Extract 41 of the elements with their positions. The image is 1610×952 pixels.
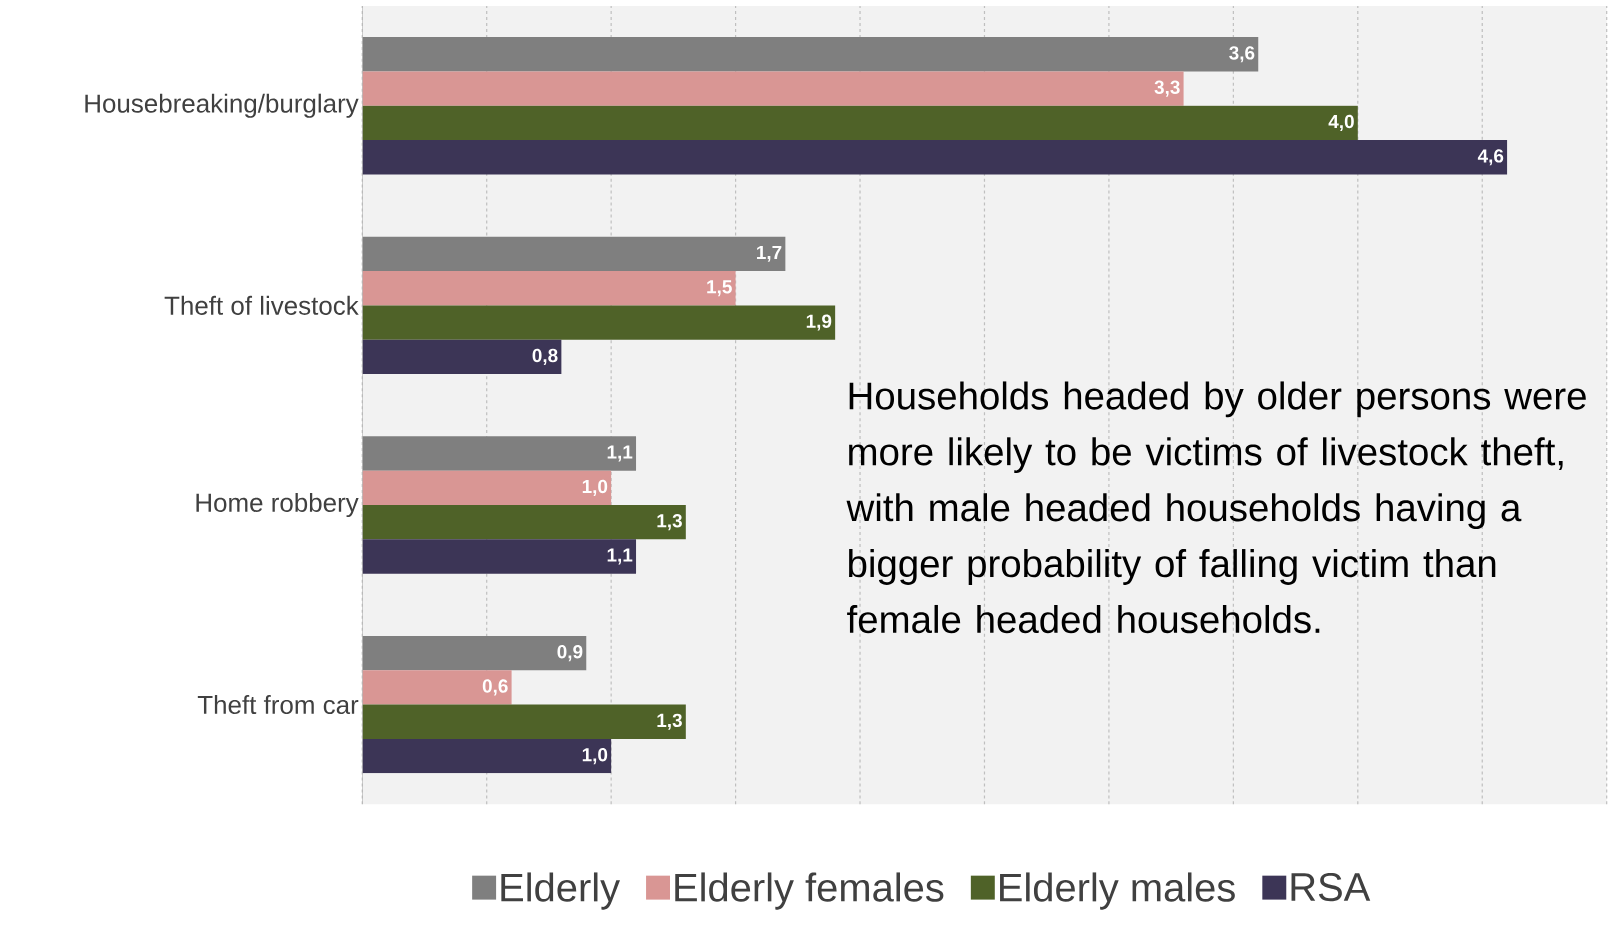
data-label: 1,1: [607, 445, 633, 462]
bar: [362, 670, 512, 705]
legend-label: RSA: [1291, 872, 1371, 902]
annotation: Households headed by older persons were more likely to be victims of livestock theft, with male headed households having a bigger probability of falling victim than female headed households.: [846, 381, 1586, 634]
bar: [362, 436, 637, 471]
bar: [362, 470, 612, 505]
bar: [362, 635, 587, 671]
data-label: 0,8: [532, 348, 558, 365]
bar: [362, 738, 612, 774]
data-label: 1,3: [657, 713, 682, 730]
data-label: 1,1: [607, 548, 633, 565]
bar: [362, 105, 1358, 141]
y-tick-label: Home robbery: [196, 492, 359, 518]
data-label: 0,6: [482, 679, 508, 696]
y-tick-label: Housebreaking/burglary: [85, 93, 359, 118]
legend-label: Elderly males: [1000, 872, 1235, 910]
data-label: 1,0: [582, 747, 608, 765]
y-tick-label: Theft of livestock: [164, 295, 359, 315]
bar: [362, 140, 1508, 175]
bar: [362, 271, 736, 306]
data-label: 4,0: [1328, 114, 1354, 131]
bar: [362, 539, 637, 574]
data-label: 0,9: [557, 644, 583, 662]
data-label: 4,6: [1477, 149, 1504, 166]
legend-label: Elderly: [501, 872, 621, 910]
bar: [362, 236, 786, 272]
bar: [362, 704, 686, 739]
y-tick-label: Theft from car: [197, 695, 359, 715]
bar: [362, 37, 1259, 72]
bar: [362, 504, 686, 540]
legend-label: Elderly females: [675, 872, 944, 910]
data-label: 1,7: [757, 245, 782, 262]
data-label: 3,6: [1229, 46, 1255, 63]
data-label: 3,3: [1154, 80, 1180, 97]
data-label: 1,3: [657, 514, 682, 531]
bar: [362, 305, 836, 340]
data-label: 1,5: [707, 280, 732, 297]
data-label: 1,9: [806, 314, 832, 331]
bar: [362, 339, 562, 374]
bar: [362, 71, 1184, 106]
data-label: 1,0: [582, 479, 608, 496]
